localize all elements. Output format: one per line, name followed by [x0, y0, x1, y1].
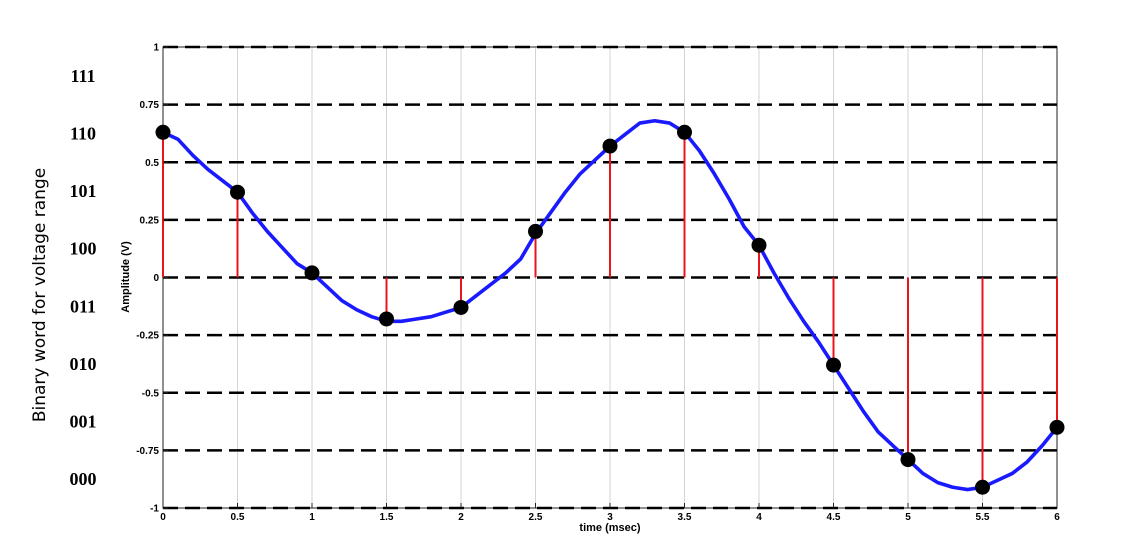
y-tick-label: 0.5	[145, 158, 159, 169]
x-tick-label: 4	[756, 512, 762, 523]
x-tick-label: 5	[905, 512, 911, 523]
y-tick-label: -0.75	[136, 446, 159, 457]
sample-points	[155, 124, 1065, 495]
sample-point	[602, 138, 618, 154]
y-tick-label: -0.25	[136, 331, 159, 342]
y-tick-label: 0.25	[140, 215, 160, 226]
sample-point	[453, 299, 469, 315]
x-axis-title: time (msec)	[579, 522, 640, 534]
x-tick-label: 5.5	[976, 512, 990, 523]
x-tick-label: 1	[309, 512, 315, 523]
sample-point	[379, 311, 394, 327]
sample-point	[975, 479, 990, 495]
binary-code-label: 010	[70, 354, 97, 374]
binary-code-label: 110	[70, 123, 96, 143]
y-tick-label: 0.75	[140, 100, 160, 111]
sample-point	[751, 237, 767, 253]
sample-point	[677, 124, 692, 140]
x-tick-label: 3.5	[678, 512, 692, 523]
binary-code-label: 101	[70, 181, 97, 201]
x-tick-label: 4.5	[827, 512, 841, 523]
sample-stems	[162, 132, 1058, 488]
y-tick-label: 0	[153, 273, 159, 284]
y-tick-label: -1	[150, 504, 159, 515]
sample-point	[900, 452, 916, 468]
y-axis-title: Amplitude (V)	[120, 241, 132, 313]
y-tick-labels: 1 0.75 0.5 0.25 0 -0.25 -0.5 -0.75 -1	[136, 43, 168, 515]
x-tick-label: 0.5	[231, 512, 245, 523]
binary-code-label: 001	[70, 412, 97, 432]
x-tick-label: 2.5	[529, 512, 543, 523]
x-tick-label: 3	[607, 512, 613, 523]
y-tick-label: -0.5	[142, 388, 160, 399]
binary-code-labels: 111 110 101 100 011 010 001 000	[70, 66, 97, 489]
sample-point	[1049, 419, 1065, 435]
binary-axis-title: Binary word for voltage range	[30, 168, 50, 422]
x-tick-label: 0	[160, 512, 166, 523]
x-tick-label: 2	[458, 512, 464, 523]
x-tick-label: 1.5	[380, 512, 394, 523]
sample-point	[155, 124, 171, 140]
binary-code-label: 000	[70, 469, 97, 489]
x-tick-label: 6	[1054, 512, 1060, 523]
sample-point	[826, 357, 841, 373]
binary-code-label: 111	[70, 66, 95, 86]
sample-point	[304, 265, 320, 281]
y-tick-label: 1	[153, 43, 159, 54]
binary-code-label: 100	[70, 239, 97, 259]
x-tick-labels: 0 0.5 1 1.5 2 2.5 3 3.5 4 4.5 5 5.5 6	[160, 503, 1060, 523]
sample-point	[230, 184, 245, 200]
binary-code-label: 011	[70, 296, 96, 316]
sample-point	[528, 223, 543, 239]
